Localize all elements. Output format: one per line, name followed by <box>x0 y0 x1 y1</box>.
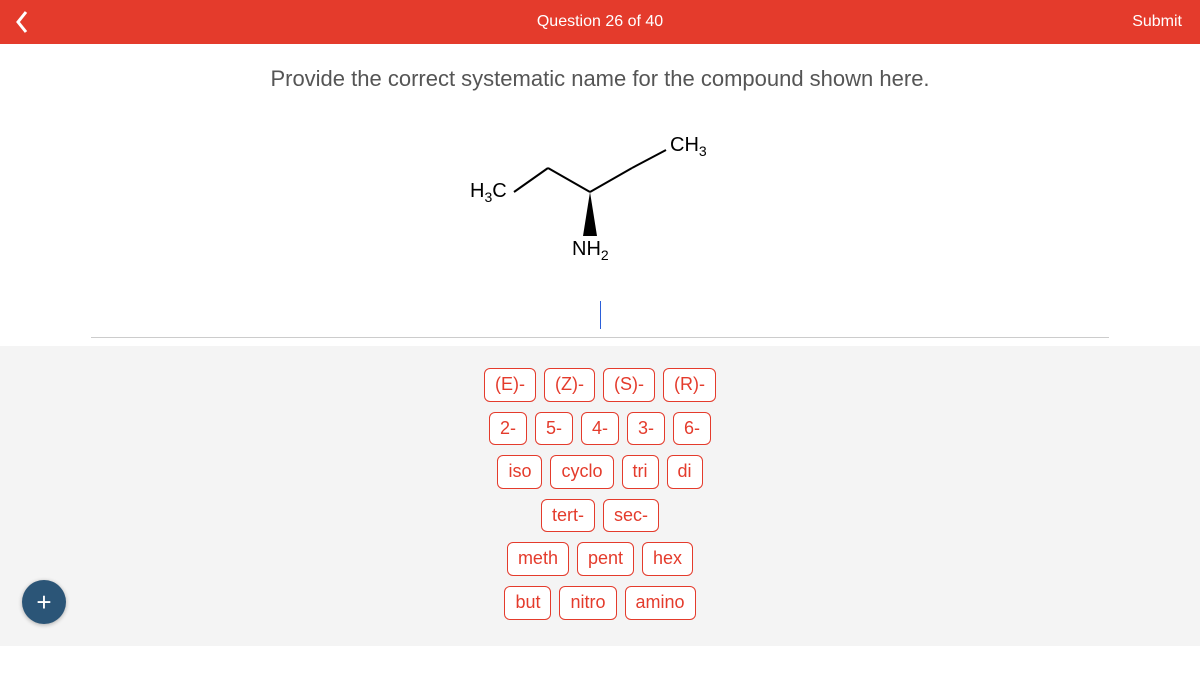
chip-4[interactable]: 4- <box>581 412 619 446</box>
chip-e[interactable]: (E)- <box>484 368 536 402</box>
answer-field-wrap <box>0 292 1200 346</box>
chip-amino[interactable]: amino <box>625 586 696 620</box>
molecule-label-bottom: NH2 <box>572 238 609 263</box>
chip-sec[interactable]: sec- <box>603 499 659 533</box>
chip-but[interactable]: but <box>504 586 551 620</box>
back-button[interactable] <box>0 0 44 44</box>
molecule-container: H3C CH3 NH2 <box>0 102 1200 292</box>
chip-r[interactable]: (R)- <box>663 368 716 402</box>
chip-row-4: tert- sec- <box>440 499 760 533</box>
chip-di[interactable]: di <box>667 455 703 489</box>
chip-z[interactable]: (Z)- <box>544 368 595 402</box>
chip-row-2: 2- 5- 4- 3- 6- <box>440 412 760 446</box>
chip-iso[interactable]: iso <box>497 455 542 489</box>
chips-area: (E)- (Z)- (S)- (R)- 2- 5- 4- 3- 6- iso c… <box>0 346 1200 646</box>
chevron-left-icon <box>14 10 30 34</box>
add-button[interactable]: + <box>22 580 66 624</box>
text-caret <box>600 301 601 329</box>
chip-s[interactable]: (S)- <box>603 368 655 402</box>
chip-row-5: meth pent hex <box>440 542 760 576</box>
chip-row-1: (E)- (Z)- (S)- (R)- <box>440 368 760 402</box>
chip-nitro[interactable]: nitro <box>559 586 616 620</box>
chip-row-3: iso cyclo tri di <box>440 455 760 489</box>
chip-5[interactable]: 5- <box>535 412 573 446</box>
question-counter: Question 26 of 40 <box>537 13 663 31</box>
chip-tert[interactable]: tert- <box>541 499 595 533</box>
chip-meth[interactable]: meth <box>507 542 569 576</box>
chip-3[interactable]: 3- <box>627 412 665 446</box>
chip-pent[interactable]: pent <box>577 542 634 576</box>
molecule-label-left: H3C <box>470 180 507 205</box>
chip-hex[interactable]: hex <box>642 542 693 576</box>
prompt-text: Provide the correct systematic name for … <box>0 66 1200 92</box>
submit-button[interactable]: Submit <box>1114 0 1200 44</box>
answer-input[interactable] <box>91 292 1109 338</box>
molecule-label-right: CH3 <box>670 134 707 159</box>
chip-6[interactable]: 6- <box>673 412 711 446</box>
top-header: Question 26 of 40 Submit <box>0 0 1200 44</box>
plus-icon: + <box>36 587 51 618</box>
chip-row-6: but nitro amino <box>440 586 760 620</box>
chip-2[interactable]: 2- <box>489 412 527 446</box>
prompt-area: Provide the correct systematic name for … <box>0 44 1200 102</box>
molecule-diagram: H3C CH3 NH2 <box>470 132 730 272</box>
chip-cyclo[interactable]: cyclo <box>550 455 613 489</box>
chip-tri[interactable]: tri <box>622 455 659 489</box>
